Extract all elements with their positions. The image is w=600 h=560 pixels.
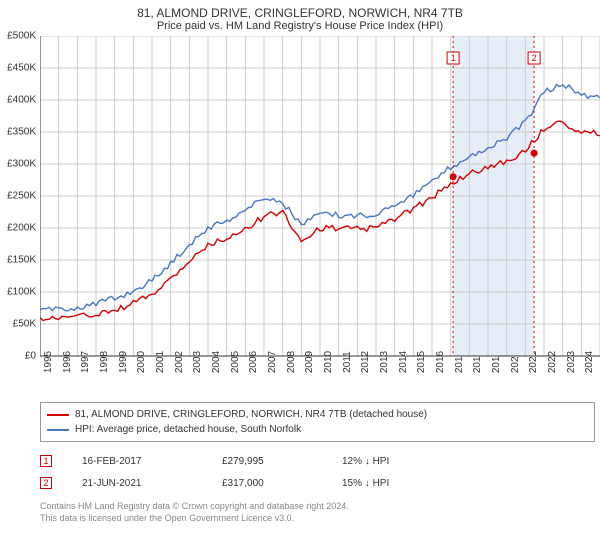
y-tick-label: £150K (7, 255, 36, 266)
legend-label: HPI: Average price, detached house, Sout… (75, 422, 301, 437)
chart-svg: 12 (40, 36, 600, 396)
sale-diff: 12% ↓ HPI (342, 456, 432, 467)
sales-table: 1 16-FEB-2017 £279,995 12% ↓ HPI 2 21-JU… (40, 450, 600, 494)
svg-text:2: 2 (532, 53, 537, 63)
chart-subtitle: Price paid vs. HM Land Registry's House … (0, 20, 600, 36)
y-tick-label: £200K (7, 223, 36, 234)
chart-title: 81, ALMOND DRIVE, CRINGLEFORD, NORWICH, … (0, 0, 600, 20)
sale-price: £279,995 (222, 456, 312, 467)
legend-swatch (47, 414, 69, 416)
y-tick-label: £450K (7, 63, 36, 74)
footer-line: This data is licensed under the Open Gov… (40, 512, 600, 524)
y-tick-label: £300K (7, 159, 36, 170)
sale-row: 2 21-JUN-2021 £317,000 15% ↓ HPI (40, 472, 600, 494)
chart-plot-area: £0£50K£100K£150K£200K£250K£300K£350K£400… (40, 36, 600, 396)
sale-price: £317,000 (222, 478, 312, 489)
legend-box: 81, ALMOND DRIVE, CRINGLEFORD, NORWICH, … (40, 402, 595, 442)
legend-item: HPI: Average price, detached house, Sout… (47, 422, 588, 437)
footer-attribution: Contains HM Land Registry data © Crown c… (40, 500, 600, 524)
legend-swatch (47, 429, 69, 431)
sale-diff: 15% ↓ HPI (342, 478, 432, 489)
footer-line: Contains HM Land Registry data © Crown c… (40, 500, 600, 512)
sale-date: 16-FEB-2017 (82, 456, 192, 467)
sale-row: 1 16-FEB-2017 £279,995 12% ↓ HPI (40, 450, 600, 472)
y-tick-label: £500K (7, 31, 36, 42)
y-tick-label: £400K (7, 95, 36, 106)
sale-marker-icon: 1 (40, 455, 52, 467)
svg-text:1: 1 (451, 53, 456, 63)
sale-date: 21-JUN-2021 (82, 478, 192, 489)
y-tick-label: £100K (7, 287, 36, 298)
y-tick-label: £0 (25, 351, 36, 362)
y-tick-label: £250K (7, 191, 36, 202)
y-tick-label: £50K (13, 319, 36, 330)
y-tick-label: £350K (7, 127, 36, 138)
chart-container: 81, ALMOND DRIVE, CRINGLEFORD, NORWICH, … (0, 0, 600, 560)
legend-label: 81, ALMOND DRIVE, CRINGLEFORD, NORWICH, … (75, 407, 427, 422)
sale-marker-icon: 2 (40, 477, 52, 489)
legend-item: 81, ALMOND DRIVE, CRINGLEFORD, NORWICH, … (47, 407, 588, 422)
